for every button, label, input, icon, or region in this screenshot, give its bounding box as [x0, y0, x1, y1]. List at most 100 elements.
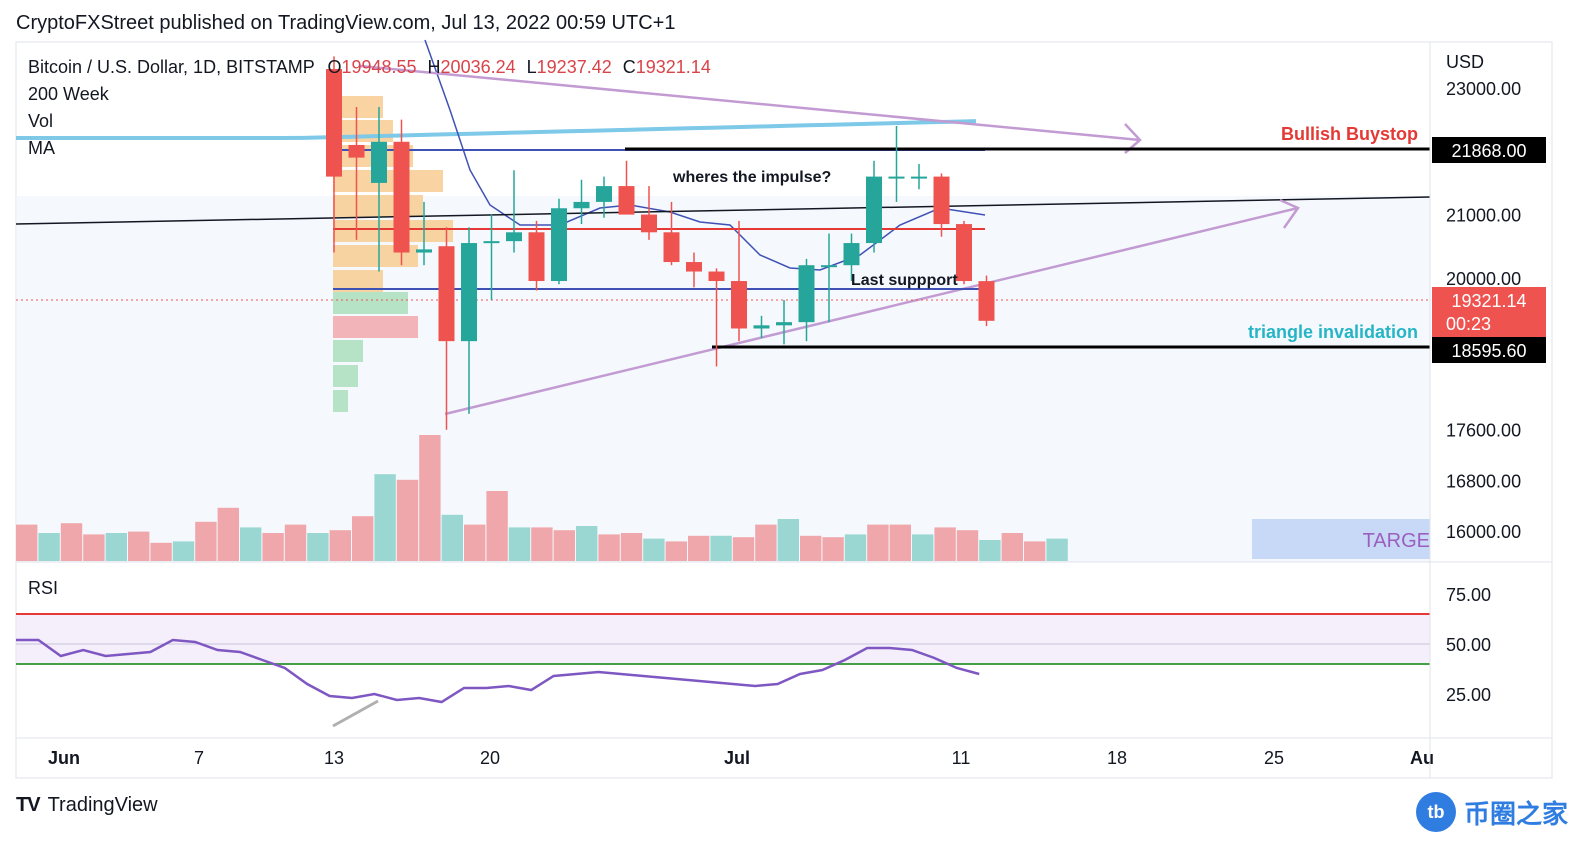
volume-bar: [531, 527, 553, 561]
volume-bar: [553, 530, 575, 561]
candle-body: [956, 224, 972, 282]
volume-bar: [83, 534, 105, 561]
high-value: 20036.24: [440, 57, 516, 77]
volume-bar: [105, 533, 127, 561]
indicator-200week[interactable]: 200 Week: [28, 84, 109, 104]
volume-bar: [307, 533, 329, 561]
rsi-pane: 75.00 50.00 25.00: [16, 585, 1491, 728]
candle-body: [933, 176, 950, 225]
candle-body: [573, 201, 590, 209]
last-price-tag: [1432, 287, 1546, 337]
volume-bar: [150, 542, 172, 561]
volume-bar: [800, 535, 822, 561]
close-value: 19321.14: [635, 57, 711, 77]
currency-label[interactable]: USD: [1446, 52, 1485, 72]
volume-profile-bar: [333, 220, 453, 242]
ma-200-week-line: [16, 119, 977, 140]
volume-bar: [396, 479, 419, 561]
bullish-buystop-label: Bullish Buystop: [1281, 124, 1418, 144]
time-tick-label: Au: [1410, 748, 1434, 768]
price-tick-label: 20000.00: [1446, 269, 1521, 289]
countdown-text: 00:23: [1446, 314, 1491, 334]
candle-body: [618, 186, 635, 215]
candle-body: [866, 176, 882, 244]
volume-bar: [284, 524, 307, 561]
rsi-tick-label: 50.00: [1446, 635, 1491, 655]
volume-profile-bar: [333, 340, 363, 362]
time-tick-label: 11: [952, 748, 971, 768]
volume-bar: [486, 491, 508, 561]
candle-body: [731, 281, 747, 329]
time-tick-label: 18: [1107, 748, 1127, 768]
last-price-text: 19321.14: [1451, 291, 1526, 311]
publish-header: CryptoFXStreet published on TradingView.…: [16, 12, 676, 34]
candle-body: [663, 232, 680, 263]
time-tick-label: 13: [324, 748, 344, 768]
low-value: 19237.42: [536, 57, 612, 77]
volume-profile-bar: [333, 390, 348, 412]
rsi-divergence-line: [332, 699, 379, 728]
volume-profile-bar: [333, 270, 383, 292]
volume-bar: [688, 535, 710, 561]
volume-profile-bar: [333, 170, 443, 192]
volume-bar: [352, 516, 374, 561]
volume-bar: [217, 507, 239, 561]
volume-bar: [844, 534, 867, 561]
trend-line: [15, 196, 1431, 225]
candle-body: [978, 281, 995, 321]
volume-bar: [710, 535, 732, 561]
tradingview-logo[interactable]: TV TradingView: [16, 794, 158, 817]
time-tick-label: Jul: [724, 748, 750, 768]
candle-body: [753, 325, 770, 329]
volume-bar: [441, 514, 463, 561]
rsi-label[interactable]: RSI: [28, 578, 59, 598]
time-tick-label: 25: [1264, 748, 1284, 768]
candles[interactable]: [326, 56, 995, 430]
volume-bar: [195, 521, 217, 561]
price-axis[interactable]: 23000.00 21000.00 20000.00 17600.00 16800.00…: [1446, 79, 1521, 542]
moving-average-line: [424, 39, 986, 271]
target-box: [1252, 519, 1430, 559]
volume-profile-bar: [333, 292, 408, 314]
volume-bar: [777, 519, 799, 561]
candle-body: [596, 186, 612, 202]
volume-bar: [240, 527, 262, 561]
candle-body: [843, 243, 860, 266]
candle-body: [686, 262, 702, 272]
indicator-ma[interactable]: MA: [28, 138, 55, 158]
open-value: 19948.55: [341, 57, 417, 77]
range-shade: [16, 196, 1430, 562]
impulse-note: wheres the impulse?: [672, 169, 831, 186]
candle-body: [506, 232, 522, 242]
volume-bar: [912, 534, 934, 561]
volume-bars: [16, 435, 1068, 561]
price-tick-label: 16800.00: [1446, 471, 1521, 491]
symbol-title: Bitcoin / U.S. Dollar, 1D, BITSTAMP: [28, 57, 315, 77]
candle-body: [348, 144, 365, 158]
volume-bar: [732, 537, 755, 561]
high-label: H: [427, 57, 441, 77]
buystop-price-text: 21868.00: [1451, 141, 1526, 161]
rsi-line: [16, 638, 980, 704]
candle-body: [393, 141, 410, 253]
candle-body: [798, 265, 815, 323]
volume-bar: [1046, 538, 1068, 561]
volume-bar: [576, 526, 598, 561]
volume-bar: [822, 537, 844, 561]
symbol-legend[interactable]: Bitcoin / U.S. Dollar, 1D, BITSTAMP O199…: [28, 57, 711, 78]
volume-bar: [329, 530, 351, 561]
volume-bar: [665, 541, 687, 561]
watermark-text: 币圈之家: [1463, 798, 1568, 829]
volume-bar: [643, 538, 665, 561]
time-axis[interactable]: Jun 7 13 20 Jul 11 18 25 Au: [48, 748, 1434, 768]
close-label: C: [622, 57, 636, 77]
watermark: tb 币圈之家: [1415, 792, 1568, 832]
candle-body: [911, 176, 927, 179]
support-note: Last suppport: [851, 272, 958, 289]
volume-bar: [38, 533, 60, 561]
volume-bar: [1001, 533, 1023, 561]
volume-bar: [598, 534, 620, 561]
candle-body: [416, 249, 432, 253]
indicator-vol[interactable]: Vol: [28, 111, 54, 131]
